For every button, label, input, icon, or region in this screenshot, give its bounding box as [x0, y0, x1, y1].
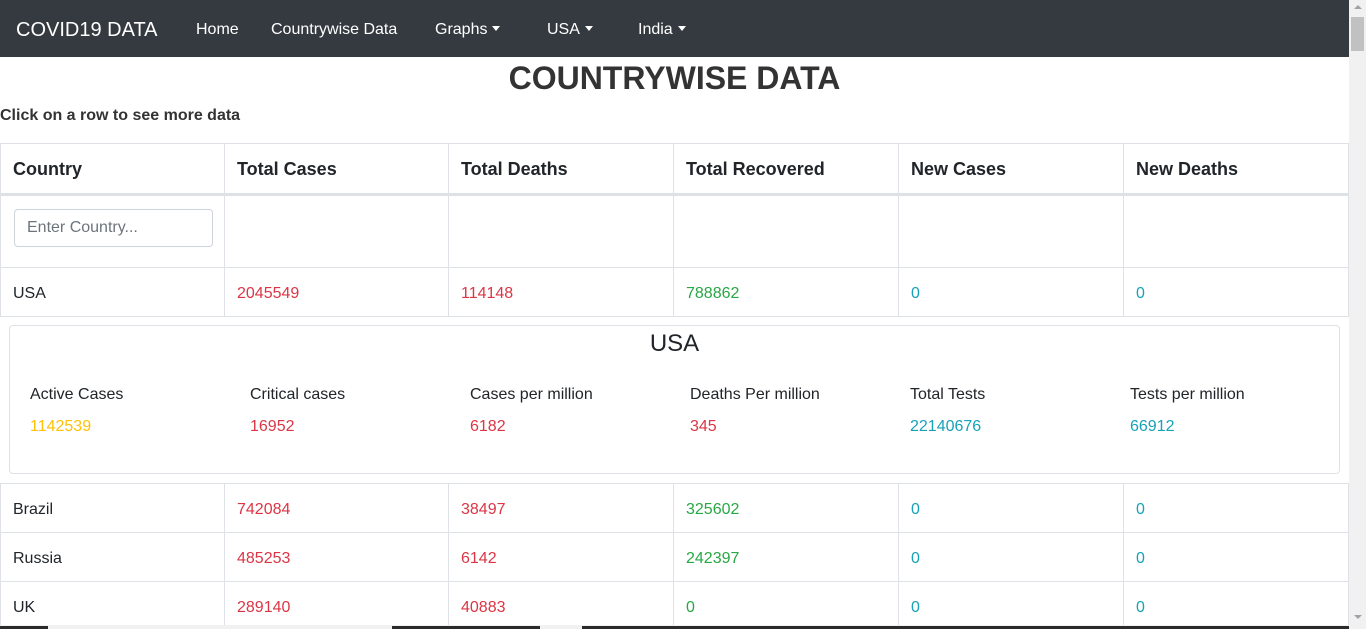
nav-countrywise-link[interactable]: Countrywise Data: [271, 21, 398, 38]
new-cases-value: 0: [911, 501, 920, 518]
total-recovered-value: 788862: [686, 285, 740, 302]
new-deaths-value: 0: [1136, 599, 1145, 616]
country-name: UK: [13, 599, 36, 616]
caret-down-icon: [492, 26, 501, 31]
scrollbar-thumb[interactable]: [1351, 17, 1364, 51]
stat-value-active-cases: 1142539: [30, 418, 92, 435]
stat-value-total-tests: 22140676: [910, 418, 982, 435]
table-header-row: Country Total Cases Total Deaths Total R…: [0, 143, 1349, 195]
table-row-uk[interactable]: UK 289140 40883 0 0 0: [0, 581, 1349, 629]
nav-usa-dropdown[interactable]: USA: [547, 20, 593, 39]
new-deaths-value: 0: [1136, 285, 1145, 302]
stat-label-tests-per-million: Tests per million: [1130, 386, 1245, 403]
horizontal-scrollbar[interactable]: [0, 625, 1349, 629]
stat-label-cases-per-million: Cases per million: [470, 386, 593, 403]
header-total-cases[interactable]: Total Cases: [224, 144, 449, 193]
table-row-russia[interactable]: Russia 485253 6142 242397 0 0: [0, 532, 1349, 582]
header-new-deaths[interactable]: New Deaths: [1123, 144, 1349, 193]
scroll-down-arrow-icon[interactable]: [1354, 615, 1362, 619]
filter-row: [0, 195, 1349, 267]
country-name: Russia: [13, 550, 62, 567]
new-cases-value: 0: [911, 285, 920, 302]
stat-label-active-cases: Active Cases: [30, 386, 124, 403]
nav-graphs-dropdown[interactable]: Graphs: [435, 20, 501, 39]
total-cases-value: 2045549: [237, 285, 300, 302]
caret-down-icon: [584, 26, 593, 31]
header-country[interactable]: Country: [0, 144, 225, 193]
total-recovered-value: 325602: [686, 501, 740, 518]
detail-card-title: USA: [649, 330, 700, 357]
header-total-recovered[interactable]: Total Recovered: [673, 144, 899, 193]
country-name: Brazil: [13, 501, 54, 518]
total-cases-value: 485253: [237, 550, 291, 567]
total-cases-value: 742084: [237, 501, 291, 518]
nav-home-link[interactable]: Home: [196, 21, 239, 38]
stat-value-tests-per-million: 66912: [1130, 418, 1175, 435]
brand-link[interactable]: COVID19 DATA: [16, 19, 158, 41]
new-deaths-value: 0: [1136, 550, 1145, 567]
total-cases-value: 289140: [237, 599, 291, 616]
total-deaths-value: 40883: [461, 599, 506, 616]
new-cases-value: 0: [911, 599, 920, 616]
country-name: USA: [13, 285, 46, 302]
nav-india-dropdown[interactable]: India: [638, 20, 686, 39]
vertical-scrollbar[interactable]: [1349, 0, 1366, 629]
stat-value-deaths-per-million: 345: [690, 418, 717, 435]
stat-value-critical-cases: 16952: [250, 418, 295, 435]
stat-label-deaths-per-million: Deaths Per million: [690, 386, 820, 403]
total-recovered-value: 242397: [686, 550, 740, 567]
total-recovered-value: 0: [686, 599, 695, 616]
navbar: COVID19 DATA Home Countrywise Data Graph…: [0, 0, 1349, 57]
new-cases-value: 0: [911, 550, 920, 567]
instruction-text: Click on a row to see more data: [0, 107, 241, 124]
stat-label-critical-cases: Critical cases: [250, 386, 346, 403]
country-search-input[interactable]: [14, 209, 213, 247]
total-deaths-value: 38497: [461, 501, 506, 518]
header-total-deaths[interactable]: Total Deaths: [448, 144, 674, 193]
page-title: COUNTRYWISE DATA: [508, 60, 841, 96]
country-detail-card: USA Active Cases Critical cases Cases pe…: [9, 325, 1340, 474]
stat-label-total-tests: Total Tests: [910, 386, 986, 403]
new-deaths-value: 0: [1136, 501, 1145, 518]
caret-down-icon: [677, 26, 686, 31]
table-row-usa[interactable]: USA 2045549 114148 788862 0 0: [0, 267, 1349, 317]
total-deaths-value: 6142: [461, 550, 497, 567]
total-deaths-value: 114148: [461, 285, 514, 302]
header-new-cases[interactable]: New Cases: [898, 144, 1124, 193]
table-row-brazil[interactable]: Brazil 742084 38497 325602 0 0: [0, 483, 1349, 533]
scroll-up-arrow-icon[interactable]: [1354, 5, 1362, 9]
stat-value-cases-per-million: 6182: [470, 418, 506, 435]
